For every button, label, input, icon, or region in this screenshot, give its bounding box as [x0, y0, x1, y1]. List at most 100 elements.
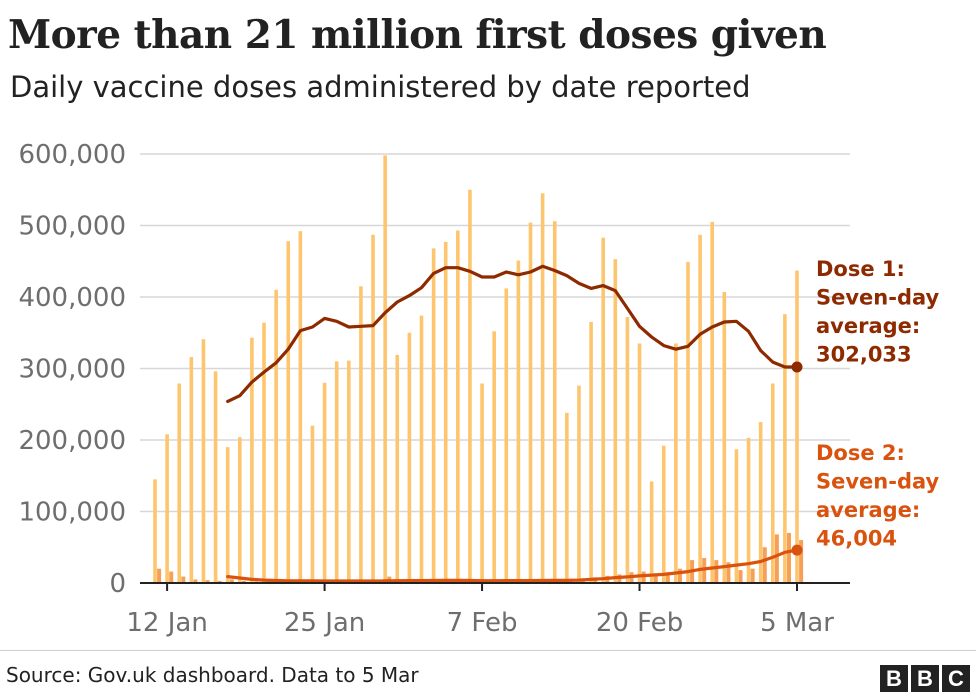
y-tick-label: 200,000	[18, 426, 126, 456]
dose1-bar	[213, 371, 218, 583]
dose1-bar	[577, 385, 581, 583]
dose1-bar	[504, 288, 509, 583]
y-tick-label: 300,000	[18, 355, 126, 385]
bbc-logo-block: C	[942, 665, 970, 692]
dose1-bar	[722, 291, 727, 583]
dose2-bar	[677, 568, 682, 583]
dose2-bar	[157, 568, 162, 583]
dose2-bar	[217, 580, 222, 583]
dose1-bar	[686, 261, 690, 583]
dose1-bar	[468, 189, 472, 583]
annotation-dose2: Dose 2:	[816, 441, 905, 465]
dose1-bar	[383, 155, 387, 583]
dose1-bar	[347, 360, 351, 583]
dose1-bar	[649, 481, 654, 583]
y-axis-ticks: 0 100,000 200,000 300,000 400,000 500,000 600,…	[18, 140, 126, 599]
dose2-bar	[786, 532, 791, 583]
dose2-bar	[205, 580, 210, 583]
annotation-dose1: 302,033	[816, 343, 912, 367]
footer-divider	[0, 650, 976, 651]
dose1-bar	[395, 354, 400, 583]
dose1-bar	[201, 339, 206, 583]
dose1-bar	[407, 332, 412, 583]
x-axis-ticks: 12 Jan 25 Jan 7 Feb 20 Feb 5 Mar	[126, 583, 834, 638]
bbc-logo-block: B	[911, 665, 939, 692]
y-tick-label: 500,000	[18, 212, 126, 242]
bars	[153, 155, 804, 584]
dose1-bar	[334, 361, 339, 583]
dose2-bar	[169, 571, 174, 583]
dose2-bar	[726, 562, 731, 583]
dose2-bar	[750, 568, 755, 583]
dose2-bar	[762, 547, 767, 583]
dose1-bar	[758, 422, 763, 583]
dose1-bar	[322, 382, 327, 583]
annotations: Dose 1: Seven-day average: 302,033 Dose 2: Se…	[816, 257, 940, 551]
dose2-bar	[241, 580, 246, 583]
dose1-bar	[492, 331, 496, 583]
dose1-bar	[589, 322, 593, 583]
dose2-bar	[568, 580, 573, 583]
dose2-bar	[229, 579, 234, 583]
dose1-average-end-point	[791, 361, 803, 373]
dose1-bar	[250, 337, 254, 583]
dose2-bar	[181, 576, 186, 583]
dose1-bar	[443, 241, 448, 583]
dose2-bar	[653, 574, 658, 583]
x-tick-label: 5 Mar	[760, 608, 834, 638]
y-tick-label: 600,000	[18, 140, 126, 170]
annotation-dose1: average:	[816, 314, 920, 338]
source-note: Source: Gov.uk dashboard. Data to 5 Mar	[6, 663, 419, 687]
dose1-bar	[601, 237, 605, 583]
annotation-dose2: average:	[816, 498, 920, 522]
dose1-bar	[540, 193, 545, 583]
dose1-bar	[153, 479, 157, 583]
dose1-bar	[698, 234, 702, 584]
y-tick-label: 400,000	[18, 283, 126, 313]
dose1-bar	[177, 383, 182, 583]
dose2-bar	[193, 579, 198, 583]
annotation-dose2: Seven-day	[816, 470, 940, 494]
dose1-bar	[371, 234, 375, 584]
dose1-bar	[710, 221, 715, 584]
dose1-bar	[286, 241, 291, 584]
dose1-bar	[565, 412, 569, 583]
dose1-bar	[528, 222, 533, 583]
y-tick-label: 0	[109, 569, 126, 599]
y-tick-label: 100,000	[18, 498, 126, 528]
dose1-bar	[310, 425, 315, 583]
dose1-bar	[516, 260, 521, 583]
dose2-bar	[799, 540, 804, 583]
dose2-bar	[641, 571, 646, 583]
dose1-average-line	[226, 264, 799, 403]
dose1-bar	[746, 437, 751, 583]
chart-subtitle: Daily vaccine doses administered by date…	[10, 70, 751, 104]
dose1-bar	[189, 357, 194, 583]
dose2-bar	[665, 572, 670, 583]
dose1-bar	[225, 447, 230, 583]
dose2-bar	[774, 534, 779, 583]
dose2-bar	[714, 560, 719, 583]
dose1-bar	[674, 343, 678, 583]
dose1-bar	[274, 289, 278, 583]
x-tick-label: 12 Jan	[126, 608, 207, 638]
average-lines	[226, 264, 803, 583]
dose1-bar	[613, 259, 618, 583]
dose1-bar	[661, 445, 666, 583]
dose1-bar	[298, 231, 303, 583]
dose1-bar	[783, 314, 787, 583]
annotation-dose1: Dose 1:	[816, 257, 905, 281]
dose1-bar	[770, 383, 775, 583]
vaccine-doses-chart: 0 100,000 200,000 300,000 400,000 500,000 600,…	[18, 140, 940, 638]
dose1-bar	[734, 449, 739, 583]
chart-title: More than 21 million first doses given	[8, 12, 827, 58]
x-tick-label: 25 Jan	[284, 608, 365, 638]
dose2-bar	[581, 580, 586, 583]
x-tick-label: 7 Feb	[447, 608, 518, 638]
annotation-dose1: Seven-day	[816, 286, 940, 310]
dose2-average-line	[226, 548, 799, 583]
dose1-bar	[637, 343, 642, 583]
dose1-bar	[625, 317, 630, 583]
x-tick-label: 20 Feb	[596, 608, 683, 638]
dose1-bar	[480, 383, 484, 583]
